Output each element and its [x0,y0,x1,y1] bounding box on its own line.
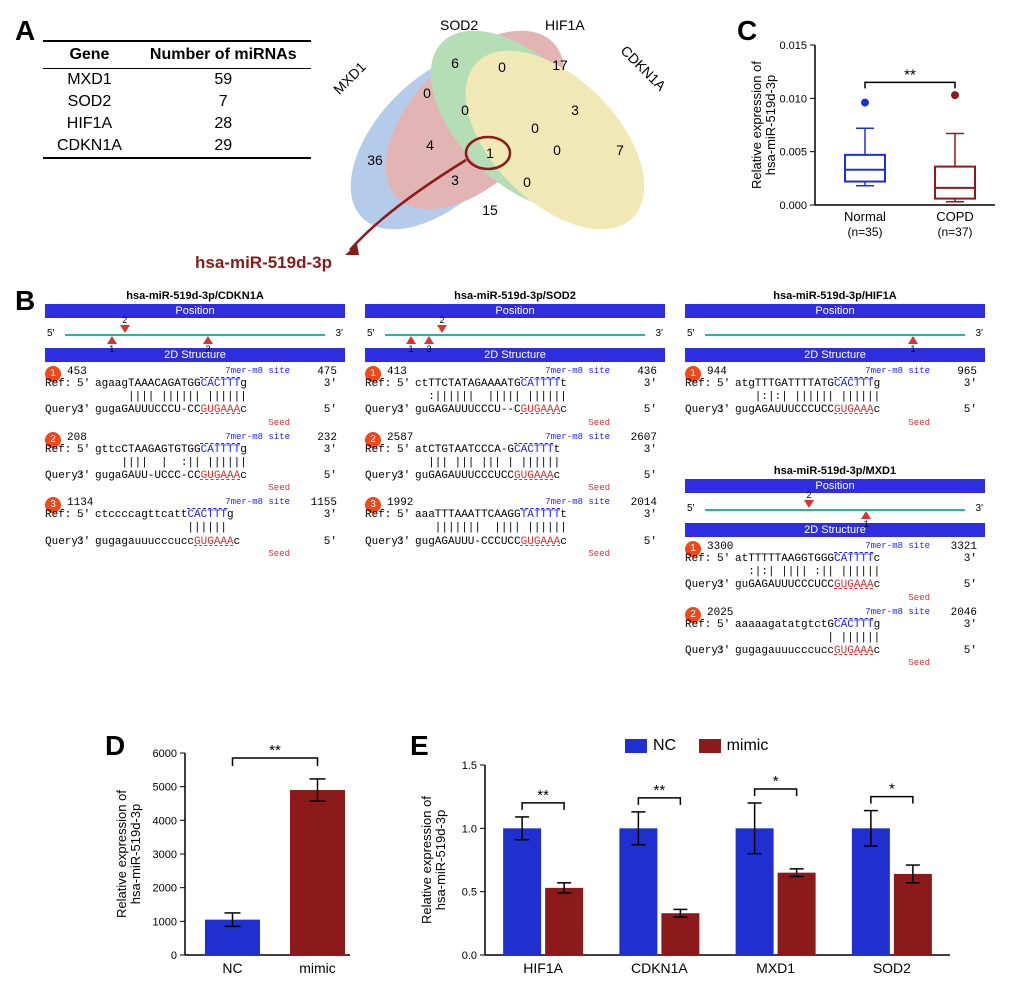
svg-text:(n=37): (n=37) [937,225,972,239]
panel-label-b: B [15,285,35,317]
gene-table-cell: 7 [136,91,311,113]
svg-text:*: * [773,773,779,790]
svg-text:Relative expression ofhsa-miR-: Relative expression ofhsa-miR-519d-3p [750,61,778,189]
svg-text:*: * [889,781,895,798]
sequence-panel: hsa-miR-519d-3p/MXD1Position5'3'212D Str… [685,465,985,670]
svg-text:0.005: 0.005 [779,147,807,159]
venn-count: 0 [523,174,531,190]
gene-table: Gene Number of miRNAs MXD159SOD27HIF1A28… [43,40,311,159]
svg-text:Relative expression ofhsa-miR-: Relative expression ofhsa-miR-519d-3p [420,796,448,924]
svg-text:HIF1A: HIF1A [523,960,563,976]
venn-label-hif1a: HIF1A [545,17,585,33]
svg-text:0.010: 0.010 [779,93,807,105]
svg-text:0.015: 0.015 [779,40,807,52]
panel-c-boxplot: 0.000 0.005 0.010 0.015 Normal(n=35) COPD(n=3… [750,30,1005,255]
venn-count: 3 [451,172,459,188]
gene-table-header: Gene [43,41,136,69]
svg-text:0.000: 0.000 [779,200,807,212]
panel-e-barchart: 0.0 0.5 1.0 1.5 ** HIF1A ** CDKN1A * MXD1 * SOD2 Rel… [420,735,960,985]
sequence-panel: hsa-miR-519d-3p/HIF1APosition5'3'12D Str… [685,290,985,430]
gene-table-cell: MXD1 [43,69,136,92]
svg-text:CDKN1A: CDKN1A [631,960,688,976]
svg-text:MXD1: MXD1 [756,960,795,976]
panel-d-barchart: 0 1000 2000 3000 4000 5000 6000 NC mimic ** Relati… [115,735,365,985]
svg-text:**: ** [269,742,281,759]
panel-e-legend: NC mimic [625,737,786,758]
gene-table-cell: SOD2 [43,91,136,113]
svg-text:COPD: COPD [936,209,974,224]
svg-text:**: ** [904,66,916,83]
svg-text:1.5: 1.5 [462,760,477,772]
gene-table-cell: 29 [136,135,311,158]
venn-count: 3 [571,102,579,118]
legend-label: NC [653,737,676,755]
gene-table-cell: 59 [136,69,311,92]
venn-count: 0 [498,59,506,75]
svg-text:4000: 4000 [153,815,177,827]
svg-text:1000: 1000 [153,916,177,928]
venn-count: 0 [553,142,561,158]
svg-text:5000: 5000 [153,782,177,794]
gene-table-header: Number of miRNAs [136,41,311,69]
svg-text:(n=35): (n=35) [847,225,882,239]
figure-root: A Gene Number of miRNAs MXD159SOD27HIF1A… [15,15,1005,987]
venn-count: 0 [461,102,469,118]
venn-count: 0 [531,120,539,136]
legend-label: mimic [727,737,769,755]
venn-count: 17 [552,57,568,73]
svg-text:Normal: Normal [844,209,886,224]
svg-text:0: 0 [171,950,177,962]
venn-diagram: MXD1 SOD2 HIF1A CDKN1A 36617701530400003… [295,15,665,265]
svg-text:Relative expression ofhsa-miR-: Relative expression ofhsa-miR-519d-3p [115,790,143,918]
venn-count: 7 [616,142,624,158]
venn-count: 6 [451,55,459,71]
venn-callout-label: hsa-miR-519d-3p [195,253,332,273]
svg-text:1.0: 1.0 [462,823,477,835]
svg-text:**: ** [654,782,666,799]
svg-text:NC: NC [222,960,242,976]
venn-count: 15 [482,202,498,218]
svg-text:3000: 3000 [153,849,177,861]
svg-text:SOD2: SOD2 [873,960,911,976]
venn-count: 4 [426,137,434,153]
svg-text:2000: 2000 [153,883,177,895]
svg-text:0.5: 0.5 [462,887,477,899]
sequence-panel: hsa-miR-519d-3p/SOD2Position5'3'2132D St… [365,290,665,561]
venn-count: 1 [486,145,494,161]
svg-text:**: ** [537,787,549,804]
venn-count: 0 [423,85,431,101]
svg-text:0.0: 0.0 [462,950,477,962]
panel-label-a: A [15,15,35,47]
gene-table-cell: 28 [136,113,311,135]
gene-table-cell: HIF1A [43,113,136,135]
venn-label-sod2: SOD2 [440,17,478,33]
venn-count: 36 [367,152,383,168]
svg-text:6000: 6000 [153,748,177,760]
gene-table-cell: CDKN1A [43,135,136,158]
svg-text:mimic: mimic [299,960,336,976]
sequence-panel: hsa-miR-519d-3p/CDKN1APosition5'3'2132D … [45,290,345,561]
